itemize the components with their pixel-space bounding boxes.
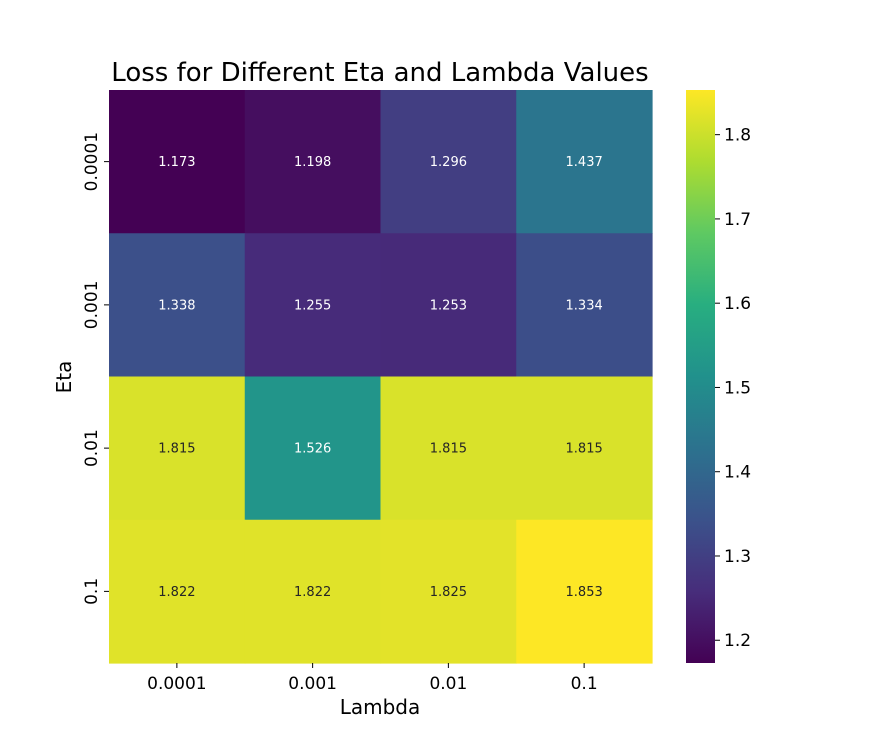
colorbar-ticks: 1.2 1.3 1.4 1.5 1.6 1.7 1.8 — [715, 126, 751, 651]
x-tick-label: 0.001 — [288, 674, 337, 694]
x-axis-ticks: 0.0001 0.001 0.01 0.1 — [147, 663, 598, 694]
cell-value-label: 1.822 — [294, 585, 331, 600]
heatmap-cell — [109, 233, 246, 378]
colorbar-tick-label: 1.8 — [724, 126, 751, 146]
cell-value-label: 1.437 — [566, 155, 603, 170]
colorbar-tick-label: 1.3 — [724, 547, 751, 567]
y-tick-label: 0.0001 — [82, 132, 102, 191]
cell-value-label: 1.296 — [430, 155, 467, 170]
heatmap-cell — [380, 376, 517, 521]
heatmap-cell — [109, 90, 246, 234]
heatmap-cell — [516, 233, 653, 378]
cell-value-label: 1.173 — [158, 155, 195, 170]
cell-value-label: 1.526 — [294, 442, 331, 457]
heatmap-cell — [516, 376, 653, 521]
y-axis-ticks: 0.0001 0.001 0.01 0.1 — [82, 132, 109, 605]
colorbar-tick-label: 1.7 — [724, 210, 751, 230]
cell-value-label: 1.253 — [430, 298, 467, 313]
heatmap-cell — [244, 233, 382, 378]
cell-value-label: 1.815 — [158, 442, 195, 457]
heatmap-cell — [516, 519, 653, 664]
chart-title: Loss for Different Eta and Lambda Values — [111, 58, 648, 88]
cell-value-label: 1.822 — [158, 585, 195, 600]
cell-value-label: 1.255 — [294, 298, 331, 313]
x-tick-label: 0.0001 — [147, 674, 206, 694]
colorbar — [686, 90, 715, 663]
heatmap-cell — [109, 519, 246, 664]
cell-value-label: 1.338 — [158, 298, 195, 313]
heatmap-cell — [109, 376, 246, 521]
heatmap-cell — [244, 376, 382, 521]
cell-value-label: 1.815 — [430, 442, 467, 457]
heatmap-cells — [109, 90, 653, 664]
cell-value-label: 1.853 — [566, 585, 603, 600]
heatmap-cell — [244, 519, 382, 664]
colorbar-tick-label: 1.5 — [724, 378, 751, 398]
x-tick-label: 0.1 — [571, 674, 598, 694]
y-tick-label: 0.1 — [82, 578, 102, 605]
heatmap-cell — [244, 90, 382, 234]
cell-value-label: 1.815 — [566, 442, 603, 457]
heatmap-cell-labels: 1.173 1.198 1.296 1.437 1.338 1.255 1.253 1.334… — [158, 155, 602, 600]
heatmap-cell — [380, 519, 517, 664]
x-axis-label: Lambda — [340, 695, 421, 719]
colorbar-tick-label: 1.4 — [724, 463, 751, 483]
y-axis-label: Eta — [52, 361, 76, 394]
cell-value-label: 1.198 — [294, 155, 331, 170]
y-tick-label: 0.001 — [82, 281, 102, 330]
cell-value-label: 1.825 — [430, 585, 467, 600]
heatmap-cell — [380, 90, 517, 234]
x-tick-label: 0.01 — [429, 674, 467, 694]
colorbar-tick-label: 1.6 — [724, 294, 751, 314]
colorbar-tick-label: 1.2 — [724, 631, 751, 651]
heatmap-cell — [516, 90, 653, 234]
cell-value-label: 1.334 — [566, 298, 603, 313]
heatmap-cell — [380, 233, 517, 378]
y-tick-label: 0.01 — [82, 429, 102, 467]
